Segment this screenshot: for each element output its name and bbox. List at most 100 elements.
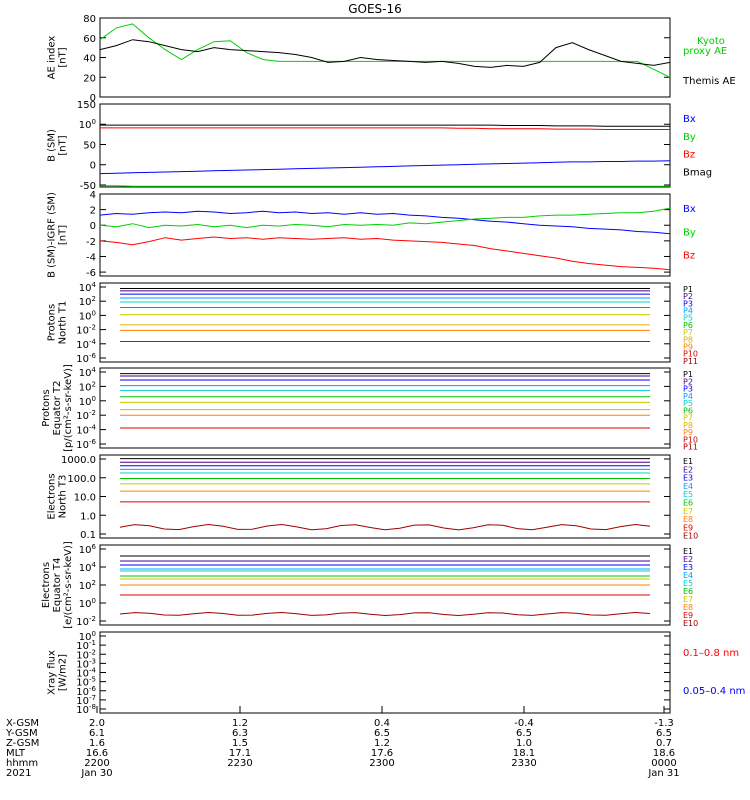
legend-label: Bx — [683, 204, 696, 215]
legend-label: Bmag — [683, 167, 712, 178]
ephemeris-footer: X-GSM 2.0 1.2 0.4 -0.4 -1.3 Y-GSM 6.1 6.3 6.5 6.5 6… — [5, 706, 680, 779]
y-tick-label: 100 — [79, 395, 96, 408]
legend-label: P10 — [683, 350, 698, 359]
y-tick-label: 104 — [79, 366, 97, 379]
y-tick-label: 20 — [83, 73, 96, 84]
footer-value: 1.2 — [374, 738, 390, 749]
y-axis-label: Protons — [41, 389, 52, 426]
footer-row-label: X-GSM — [6, 718, 39, 729]
legend-label: Themis AE — [682, 76, 736, 87]
legend-label: 0.05–0.4 nm — [683, 686, 745, 697]
y-tick-label: 1.0 — [80, 511, 96, 522]
series-line — [100, 127, 670, 130]
footer-value: 16.6 — [86, 748, 108, 759]
y-tick-label: 0 — [90, 161, 96, 172]
legend-label: P11 — [683, 443, 698, 452]
panel-b: -50 0 50 100 150 B (SM) [nT] Bx By Bz Bmag — [47, 100, 713, 192]
legend-label: P2 — [683, 292, 693, 301]
panel-frame — [99, 103, 671, 188]
footer-value: -1.3 — [654, 718, 674, 729]
panel-frame — [99, 454, 671, 539]
series-line — [100, 124, 670, 127]
y-tick-label: -2 — [86, 237, 96, 248]
y-tick-label: 150 — [77, 100, 96, 111]
y-axis-label: Equator T4 — [52, 558, 63, 613]
y-axis-label: Equator T2 — [52, 381, 63, 436]
legend-label: P11 — [683, 357, 698, 366]
legend-label: P3 — [683, 385, 693, 394]
footer-value: 17.6 — [371, 748, 393, 759]
legend-label: By — [683, 227, 696, 238]
y-tick-label: 80 — [83, 14, 96, 25]
legend-label: proxy AE — [683, 46, 727, 57]
footer-row-label: 2021 — [6, 768, 31, 779]
panel-frame — [99, 631, 671, 714]
legend-label: P1 — [683, 285, 693, 294]
y-tick-label: 10-6 — [76, 352, 96, 365]
footer-value: 1.2 — [232, 718, 248, 729]
footer-value: 0000 — [651, 758, 676, 769]
legend-label: E5 — [683, 579, 693, 588]
series-line — [99, 236, 671, 271]
footer-value: Jan 30 — [80, 768, 112, 779]
legend-label: P8 — [683, 421, 693, 430]
legend-label: P3 — [683, 299, 693, 308]
y-tick-label: 10.0 — [74, 493, 96, 504]
series-line — [99, 210, 671, 235]
legend-label: E1 — [683, 457, 693, 466]
footer-row-label: Z-GSM — [6, 738, 39, 749]
legend-label: E1 — [683, 547, 693, 556]
panel-xr: 10-810-710-610-510-410-310-210-1100Xray … — [47, 630, 746, 716]
flux-line — [119, 523, 651, 531]
legend-label: E6 — [683, 587, 693, 596]
y-tick-label: 0.1 — [80, 530, 96, 541]
footer-value: 18.1 — [513, 748, 535, 759]
footer-value: 2200 — [84, 758, 109, 769]
footer-value: -0.4 — [514, 718, 534, 729]
footer-value: 6.5 — [516, 728, 532, 739]
y-tick-label: 10-2 — [76, 615, 96, 628]
footer-row-label: MLT — [6, 748, 26, 759]
legend-label: 0.1–0.8 nm — [683, 648, 739, 659]
series-line — [99, 160, 671, 175]
legend-label: By — [683, 132, 696, 143]
footer-value: 1.0 — [516, 738, 532, 749]
y-axis-label: Electrons — [47, 473, 58, 519]
flux-line — [119, 611, 651, 617]
legend-label: E7 — [683, 595, 693, 604]
y-axis-label: North T1 — [58, 301, 69, 345]
y-tick-label: 2 — [90, 206, 96, 217]
y-tick-label: -6 — [86, 268, 96, 279]
y-tick-label: 102 — [79, 380, 96, 393]
y-axis-label: Xray flux — [47, 650, 58, 695]
y-tick-label: 102 — [79, 295, 96, 308]
y-axis-label: Protons — [47, 304, 58, 341]
footer-value: 6.5 — [374, 728, 390, 739]
y-axis-label: [nT] — [58, 47, 69, 67]
y-tick-label: 10-6 — [76, 438, 96, 451]
y-tick-label: 10-4 — [76, 424, 96, 437]
footer-value: 17.1 — [229, 748, 251, 759]
y-tick-label: 0 — [90, 93, 96, 104]
chart-title: GOES-16 — [348, 2, 402, 16]
panel-db: -6 -4 -2 0 2 4 B (SM)-IGRF (SM) [nT] Bx By Bz — [47, 190, 696, 279]
series-line — [99, 207, 671, 229]
legend-label: E6 — [683, 499, 693, 508]
y-tick-label: 10-4 — [76, 338, 96, 351]
y-tick-label: -4 — [86, 252, 96, 263]
legend-label: P7 — [683, 414, 693, 423]
legend-label: P6 — [683, 321, 693, 330]
footer-row-label: Y-GSM — [5, 728, 38, 739]
series-line — [99, 39, 671, 68]
y-tick-label: 104 — [79, 281, 97, 294]
legend-label: E2 — [683, 555, 693, 564]
legend-label: Kyoto — [697, 36, 725, 47]
y-tick-label: 4 — [90, 190, 96, 201]
legend-label: P4 — [683, 392, 693, 401]
legend-label: P1 — [683, 370, 693, 379]
y-tick-label: 100 — [79, 597, 96, 610]
y-tick-label: 100.0 — [67, 474, 96, 485]
legend-label: E5 — [683, 490, 693, 499]
